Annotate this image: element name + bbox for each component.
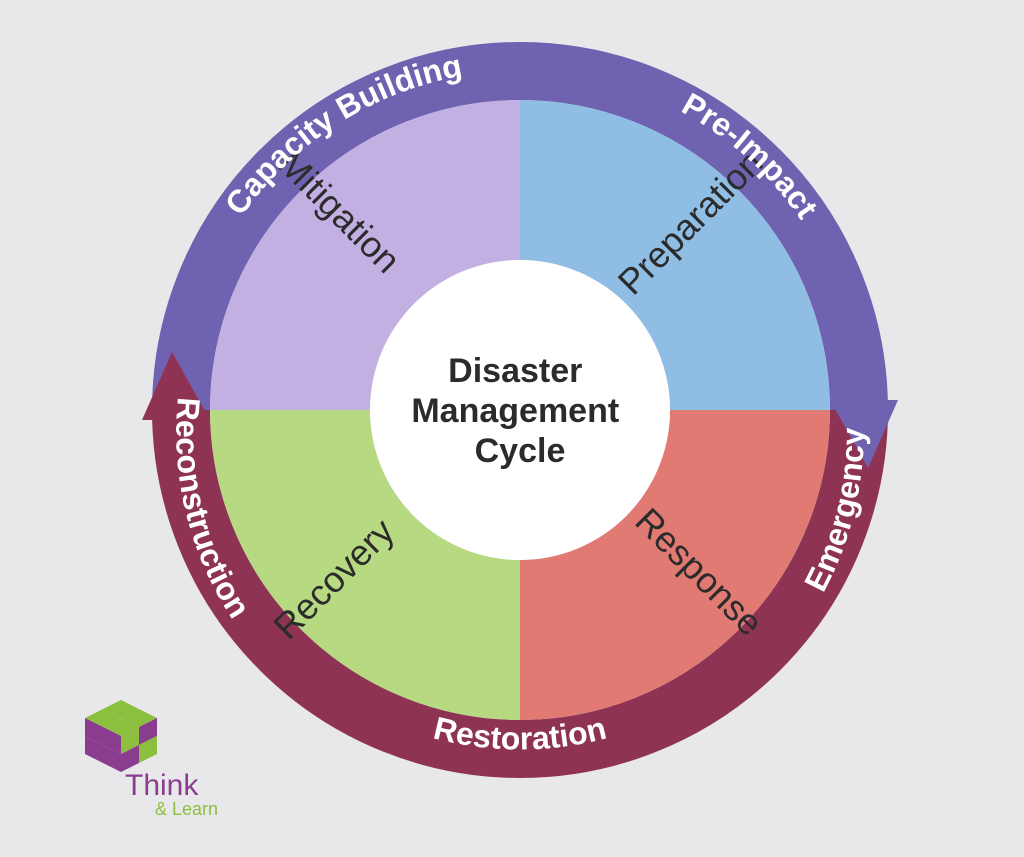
logo-svg: Think & Learn [55,687,255,827]
diagram-canvas: Disaster Management Cycle Preparation Re… [0,0,1024,857]
logo: Think & Learn [55,687,255,827]
center-title-line3: Cycle [475,432,566,470]
logo-text-think: Think [125,769,199,802]
center-title-line1: Disaster [448,352,582,390]
logo-text-learn: & Learn [155,799,218,819]
cube-icon [85,700,157,772]
center-title-line2: Management [411,392,619,430]
